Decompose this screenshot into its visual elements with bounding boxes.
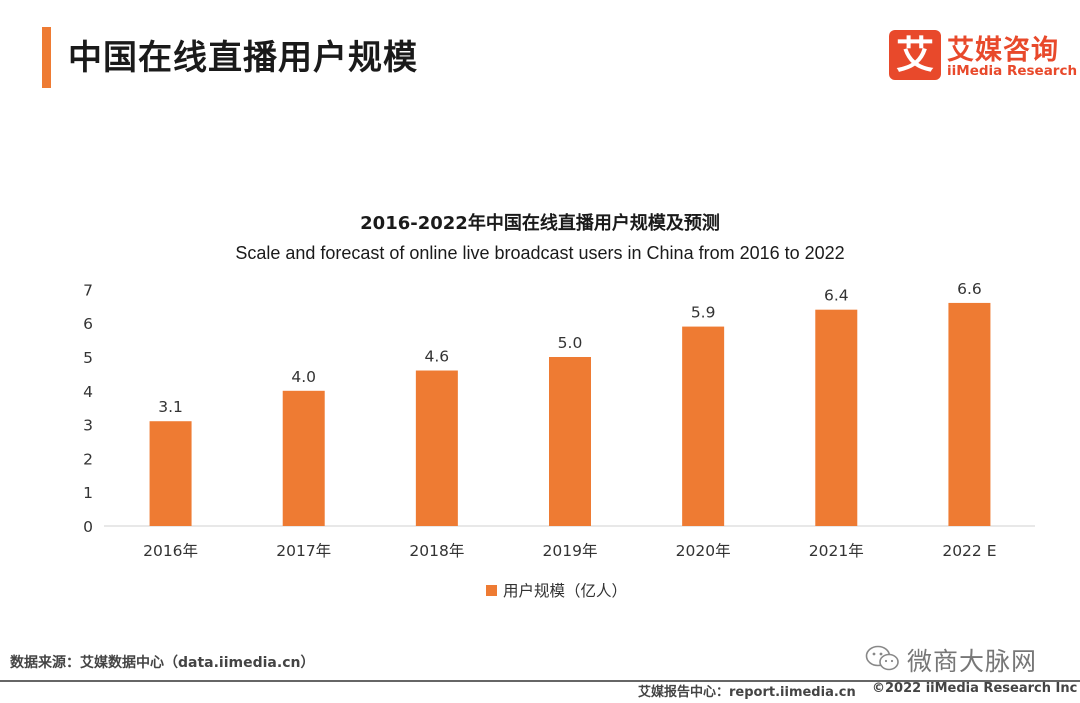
footer-divider xyxy=(0,680,1080,682)
legend-swatch xyxy=(486,585,497,596)
chart-title: 2016-2022年中国在线直播用户规模及预测 xyxy=(360,213,720,234)
iimedia-logo: 艾 艾媒咨询 iiMedia Research xyxy=(889,30,1077,85)
y-tick-label: 7 xyxy=(83,281,93,299)
logo-english-name: iiMedia Research xyxy=(947,63,1078,79)
x-tick-label: 2021年 xyxy=(809,542,864,560)
logo-mark: 艾 xyxy=(889,30,941,80)
wechat-icon xyxy=(865,645,899,671)
y-tick-label: 6 xyxy=(83,315,93,333)
x-tick-label: 2016年 xyxy=(143,542,198,560)
y-tick-label: 4 xyxy=(83,383,93,401)
bar xyxy=(948,302,991,526)
bar xyxy=(549,357,591,526)
bar-value-label: 6.6 xyxy=(957,280,982,298)
footer-report-center: 艾媒报告中心：report.iimedia.cn xyxy=(638,685,856,700)
y-tick-label: 5 xyxy=(83,349,93,367)
logo-chinese-name: 艾媒咨询 xyxy=(947,35,1059,66)
x-tick-label: 2019年 xyxy=(543,542,598,560)
y-tick-label: 2 xyxy=(83,450,93,468)
bar xyxy=(149,421,192,526)
page-title: 中国在线直播用户规模 xyxy=(68,38,418,78)
bar-value-label: 4.0 xyxy=(291,368,316,386)
chart-subtitle: Scale and forecast of online live broadc… xyxy=(235,243,845,263)
bar-value-label: 5.0 xyxy=(558,334,583,352)
bar-value-label: 5.9 xyxy=(691,304,716,322)
bar xyxy=(415,370,458,526)
x-tick-label: 2017年 xyxy=(276,542,331,560)
bar xyxy=(815,309,858,526)
bar-value-label: 4.6 xyxy=(425,348,450,366)
y-tick-label: 1 xyxy=(83,484,93,502)
x-tick-label: 2020年 xyxy=(676,542,731,560)
bar xyxy=(682,326,725,526)
title-accent-bar xyxy=(42,27,51,88)
bar-value-label: 6.4 xyxy=(824,287,849,305)
data-source: 数据来源：艾媒数据中心（data.iimedia.cn） xyxy=(10,655,315,671)
watermark-text: 微商大脉网 xyxy=(907,647,1038,676)
y-tick-label: 0 xyxy=(83,518,93,536)
y-tick-label: 3 xyxy=(83,417,93,435)
x-tick-label: 2022 E xyxy=(942,542,996,560)
bar xyxy=(282,390,325,526)
bar-value-label: 3.1 xyxy=(158,398,183,416)
bar-chart: 0 1 2 3 4 5 6 7 3.1 4.0 4.6 5.0 5.9 6.4 6.6 2016年 2017… xyxy=(83,280,1035,600)
legend-label: 用户规模（亿人） xyxy=(503,582,627,600)
footer-copyright: ©2022 iiMedia Research Inc xyxy=(872,681,1078,696)
x-tick-label: 2018年 xyxy=(409,542,464,560)
chart-legend: 用户规模（亿人） xyxy=(486,582,627,600)
